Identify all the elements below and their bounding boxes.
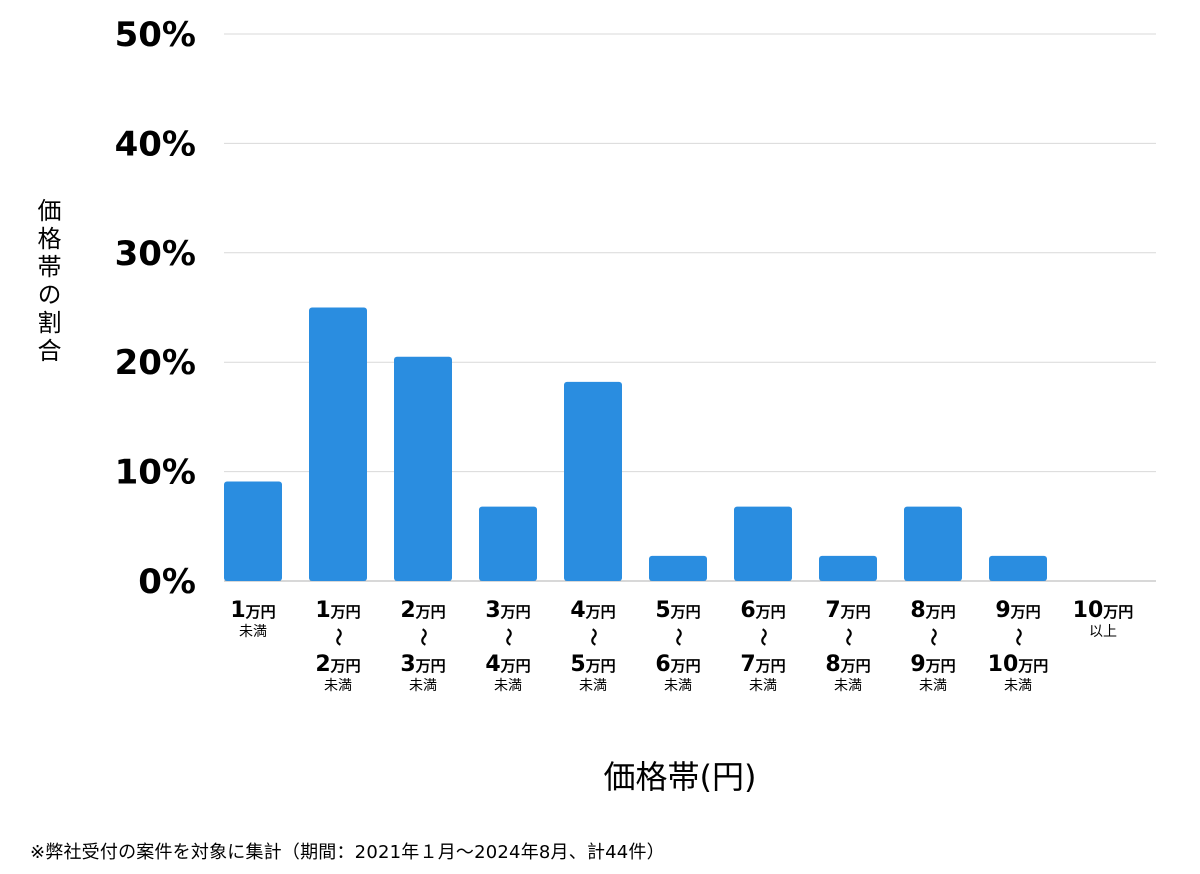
bar (564, 381, 622, 581)
x-tick-label-bottom: 5万円 (570, 652, 615, 677)
y-tick-label: 40% (115, 124, 196, 164)
bar (989, 555, 1047, 581)
x-tick-label-top: 4万円 (570, 598, 615, 623)
footnote: ※弊社受付の案件を対象に集計（期間：2021年１月〜2024年8月、計44件） (30, 842, 665, 863)
y-tick-label: 0% (138, 562, 196, 602)
x-tick-label-sub: 未満 (239, 624, 267, 640)
x-tick-label-sub: 未満 (919, 678, 947, 694)
x-tick-label-top: 2万円 (400, 598, 445, 623)
y-axis-label: 価格帯の割合 (33, 198, 61, 366)
x-tick-label-bottom: 10万円 (988, 652, 1049, 677)
x-tick-range-mark: 〜 (667, 628, 688, 646)
x-tick-label-bottom: 6万円 (655, 652, 700, 677)
x-tick-range-mark: 〜 (1007, 628, 1028, 646)
x-tick-label-top: 8万円 (910, 598, 955, 623)
x-tick-label-bottom: 3万円 (400, 652, 445, 677)
x-tick-label-sub: 未満 (664, 678, 692, 694)
x-tick-range-mark: 〜 (837, 628, 858, 646)
x-axis-ticks: 1万円未満1万円〜2万円未満2万円〜3万円未満3万円〜4万円未満4万円〜5万円未… (230, 598, 1133, 694)
y-tick-label: 50% (115, 15, 196, 55)
x-tick-label-top: 6万円 (740, 598, 785, 623)
x-tick-range-mark: 〜 (922, 628, 943, 646)
y-tick-label: 10% (115, 453, 196, 493)
x-tick-label-sub: 以上 (1089, 624, 1117, 640)
bar (649, 555, 707, 581)
x-tick-range-mark: 〜 (327, 628, 348, 646)
y-tick-label: 30% (115, 234, 196, 274)
bar (904, 506, 962, 581)
x-tick-range-mark: 〜 (497, 628, 518, 646)
x-tick-label-sub: 未満 (409, 678, 437, 694)
x-tick-label-sub: 未満 (494, 678, 522, 694)
x-tick-label-bottom: 2万円 (315, 652, 360, 677)
y-tick-label: 20% (115, 343, 196, 383)
bar (734, 506, 792, 581)
x-tick-label-sub: 未満 (579, 678, 607, 694)
x-tick-range-mark: 〜 (582, 628, 603, 646)
x-tick-label-bottom: 9万円 (910, 652, 955, 677)
bar (224, 481, 282, 581)
x-tick-range-mark: 〜 (412, 628, 433, 646)
x-tick-label-top: 3万円 (485, 598, 530, 623)
bar (479, 506, 537, 581)
bar (309, 307, 367, 581)
x-tick-label-top: 9万円 (995, 598, 1040, 623)
y-axis-ticks: 0% 10% 20% 30% 40% 50% (115, 15, 196, 602)
x-tick-label-top: 10万円 (1073, 598, 1134, 623)
bar (394, 356, 452, 581)
x-tick-label-sub: 未満 (834, 678, 862, 694)
x-tick-range-mark: 〜 (752, 628, 773, 646)
x-tick-label-top: 1万円 (315, 598, 360, 623)
x-tick-label-bottom: 8万円 (825, 652, 870, 677)
x-axis-label: 価格帯(円) (603, 758, 757, 796)
x-tick-label-top: 1万円 (230, 598, 275, 623)
x-tick-label-bottom: 4万円 (485, 652, 530, 677)
x-tick-label-top: 5万円 (655, 598, 700, 623)
x-tick-label-sub: 未満 (1004, 678, 1032, 694)
x-tick-label-sub: 未満 (749, 678, 777, 694)
bar (819, 555, 877, 581)
bars (224, 307, 1047, 581)
x-tick-label-top: 7万円 (825, 598, 870, 623)
x-tick-label-bottom: 7万円 (740, 652, 785, 677)
x-tick-label-sub: 未満 (324, 678, 352, 694)
